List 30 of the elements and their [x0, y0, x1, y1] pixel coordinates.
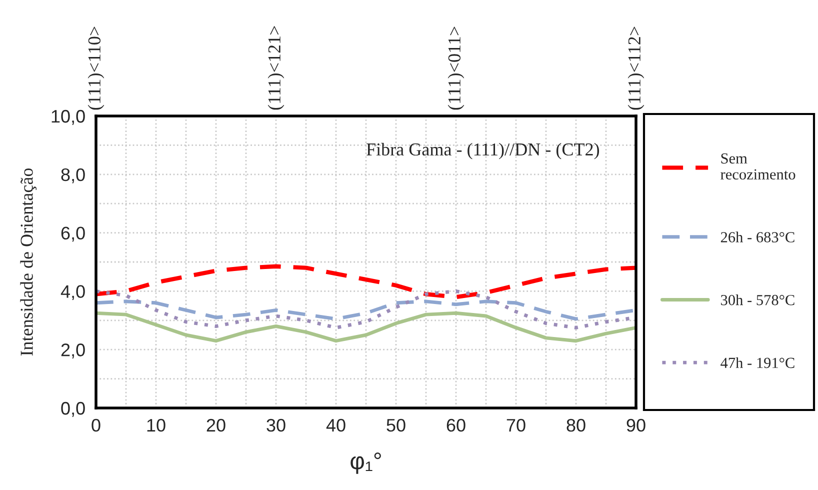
- text: (111)<121>: [268, 26, 284, 110]
- legend-label: 30h - 578°C: [721, 294, 794, 306]
- y-axis-title: Intensidade de Orientação: [20, 168, 37, 356]
- text: (111)<011>: [448, 26, 464, 110]
- x-axis-title: φ₁°: [350, 452, 381, 474]
- x-tick-label: 10: [147, 418, 166, 432]
- line-series: [96, 264, 636, 300]
- x-tick-label: 40: [326, 418, 346, 432]
- y-tick-label: 10,0: [52, 110, 85, 125]
- y-tick-label: 0,0: [61, 402, 85, 417]
- legend-label: Sem recozimento: [720, 153, 796, 180]
- x-tick-label: 60: [446, 418, 466, 432]
- text: (111)<110>: [88, 26, 104, 110]
- line-series: [96, 311, 636, 343]
- line-series: [96, 300, 636, 321]
- text: Fibra Gama - (111)//DN - (CT2): [366, 142, 600, 160]
- legend-label: 26h - 683°C: [720, 232, 794, 242]
- y-tick-label: 2,0: [61, 344, 85, 358]
- x-tick-label: 90: [626, 418, 646, 432]
- x-tick-label: 70: [506, 418, 526, 432]
- x-tick-label: 30: [266, 418, 286, 432]
- y-tick-label: 6,0: [61, 226, 85, 242]
- x-tick-label: 80: [566, 418, 586, 432]
- x-tick-label: 20: [206, 418, 226, 432]
- x-tick-label: 50: [386, 418, 406, 432]
- legend-label: 47h - 191°C: [720, 357, 794, 368]
- y-tick-label: 4,0: [60, 285, 85, 300]
- x-tick-label: 0: [92, 418, 100, 432]
- y-tick-label: 8,0: [61, 168, 85, 184]
- text: (111)<112>: [628, 26, 644, 110]
